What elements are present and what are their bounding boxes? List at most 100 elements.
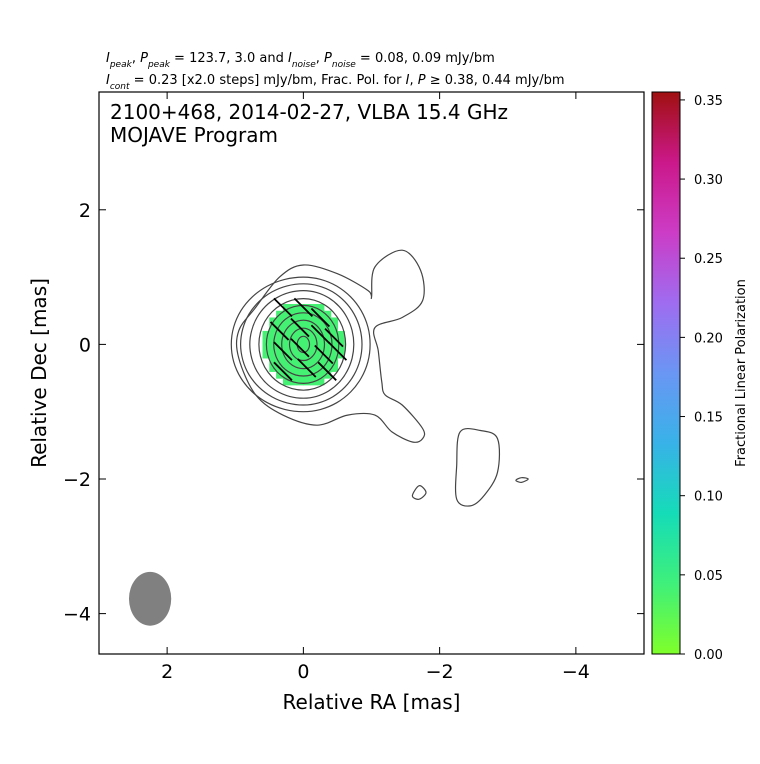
polarization-pixel xyxy=(269,337,277,345)
polarization-pixel xyxy=(296,337,304,345)
polarization-pixel xyxy=(303,337,311,345)
polarization-pixel xyxy=(282,344,291,352)
polarization-pixel xyxy=(310,317,318,325)
contour-ring xyxy=(249,289,355,399)
colorbar-tick-label: 0.30 xyxy=(694,173,723,188)
evpa-tick xyxy=(290,317,310,338)
y-tick-label: −2 xyxy=(63,469,91,491)
polarization-pixel xyxy=(310,364,318,372)
polarization-pixel xyxy=(296,310,304,319)
plot-content xyxy=(128,249,529,626)
polarization-pixel xyxy=(317,317,325,325)
polarization-pixel xyxy=(337,337,345,345)
polarization-pixel xyxy=(289,330,298,339)
polarization-pixel xyxy=(269,364,277,372)
polarization-pixel xyxy=(303,344,311,352)
polarization-pixel xyxy=(276,351,284,359)
polarization-pixel xyxy=(289,371,298,379)
chart-header: Ipeak, Ppeak = 123.7, 3.0 and Inoise, Pn… xyxy=(106,51,565,92)
polarization-pixel xyxy=(337,330,345,339)
colorbar-tick-label: 0.20 xyxy=(694,331,723,346)
header-line-1: Ipeak, Ppeak = 123.7, 3.0 and Inoise, Pn… xyxy=(106,51,495,70)
plot-area: 2 0 −2 −4 2 0 −2 −4 2100+468, 2014-02-27, VLBA 1… xyxy=(27,91,645,714)
colorbar-tick-label: 0.05 xyxy=(694,569,723,584)
polarization-pixel xyxy=(303,310,311,319)
x-tick-label: −4 xyxy=(562,661,590,683)
polarization-pixel xyxy=(289,364,298,372)
contour-knot xyxy=(454,428,501,507)
polarization-pixel xyxy=(323,371,332,379)
y-tick-label: 2 xyxy=(79,200,91,222)
polarization-pixel xyxy=(317,304,325,312)
y-tick-label: −4 xyxy=(63,604,91,626)
evpa-tick xyxy=(290,338,310,358)
header-line-2: Icont = 0.23 [x2.0 steps] mJy/bm, Frac. … xyxy=(106,73,565,92)
colorbar-tick-label: 0.25 xyxy=(694,252,723,267)
polarization-pixel xyxy=(269,351,277,359)
polarization-pixel xyxy=(296,317,304,325)
polarization-pixel xyxy=(282,310,291,319)
polarization-pixel xyxy=(317,344,325,352)
contour-small-2 xyxy=(515,477,529,484)
polarization-pixel xyxy=(317,337,325,345)
polarization-pixel xyxy=(323,344,332,352)
contour-ring xyxy=(281,319,326,370)
polarization-pixel xyxy=(330,337,339,345)
polarization-pixel xyxy=(276,337,284,345)
evpa-tick xyxy=(273,361,293,381)
colorbar-tick-label: 0.10 xyxy=(694,490,723,505)
polarization-pixel xyxy=(330,357,339,366)
x-axis-label: Relative RA [mas] xyxy=(283,690,461,714)
polarization-pixel xyxy=(269,344,277,352)
polarization-pixel xyxy=(323,351,332,359)
plot-title: 2100+468, 2014-02-27, VLBA 15.4 GHz xyxy=(110,100,508,124)
colorbar-label: Fractional Linear Polarization xyxy=(734,279,749,467)
evpa-tick xyxy=(269,321,290,341)
polarization-pixel xyxy=(323,364,332,372)
polarization-pixel xyxy=(330,351,339,359)
polarization-pixel xyxy=(323,310,332,319)
plot-frame xyxy=(98,91,645,655)
polarization-pixel xyxy=(330,364,339,372)
polarization-pixel xyxy=(282,304,291,312)
polarization-pixel xyxy=(262,351,270,359)
colorbar: 0.00 0.05 0.10 0.15 0.20 0.25 0.30 0.35 Fraction… xyxy=(651,91,749,663)
polarization-pixel xyxy=(289,324,298,332)
polarization-pixel xyxy=(330,324,339,332)
polarization-pixel xyxy=(282,357,291,366)
polarization-pixel xyxy=(323,317,332,325)
x-tick-label: 2 xyxy=(161,661,173,683)
colorbar-tick-label: 0.15 xyxy=(694,411,723,426)
polarization-pixel xyxy=(282,317,291,325)
y-tick-label: 0 xyxy=(79,334,91,356)
polarization-pixel xyxy=(317,357,325,366)
polarization-pixel xyxy=(269,357,277,366)
colorbar-tick-label: 0.35 xyxy=(694,94,723,109)
polarization-pixel xyxy=(317,364,325,372)
polarization-pixel xyxy=(276,330,284,339)
polarization-pixel xyxy=(276,357,284,366)
polarization-pixel xyxy=(303,357,311,366)
polarization-pixel xyxy=(296,378,304,386)
evpa-tick xyxy=(273,341,293,361)
evpa-tick xyxy=(317,361,337,381)
polarization-pixel xyxy=(296,330,304,339)
polarization-pixel xyxy=(303,324,311,332)
polarization-pixel xyxy=(303,304,311,312)
polarization-pixel xyxy=(310,337,318,345)
evpa-tick xyxy=(324,328,344,348)
polarization-pixel xyxy=(276,317,284,325)
contour-ring xyxy=(288,327,318,362)
polarization-pixel xyxy=(289,357,298,366)
polarization-pixel xyxy=(282,324,291,332)
contour-ring xyxy=(239,283,363,406)
polarization-pixel xyxy=(282,378,291,386)
evpa-tick xyxy=(327,341,348,361)
polarization-pixel xyxy=(262,330,270,339)
polarization-pixel xyxy=(317,324,325,332)
polarization-pixel xyxy=(282,364,291,372)
polarization-pixel xyxy=(303,371,311,379)
contour-small-1 xyxy=(411,485,427,500)
contour-ring xyxy=(265,304,340,385)
polarization-pixel xyxy=(296,371,304,379)
